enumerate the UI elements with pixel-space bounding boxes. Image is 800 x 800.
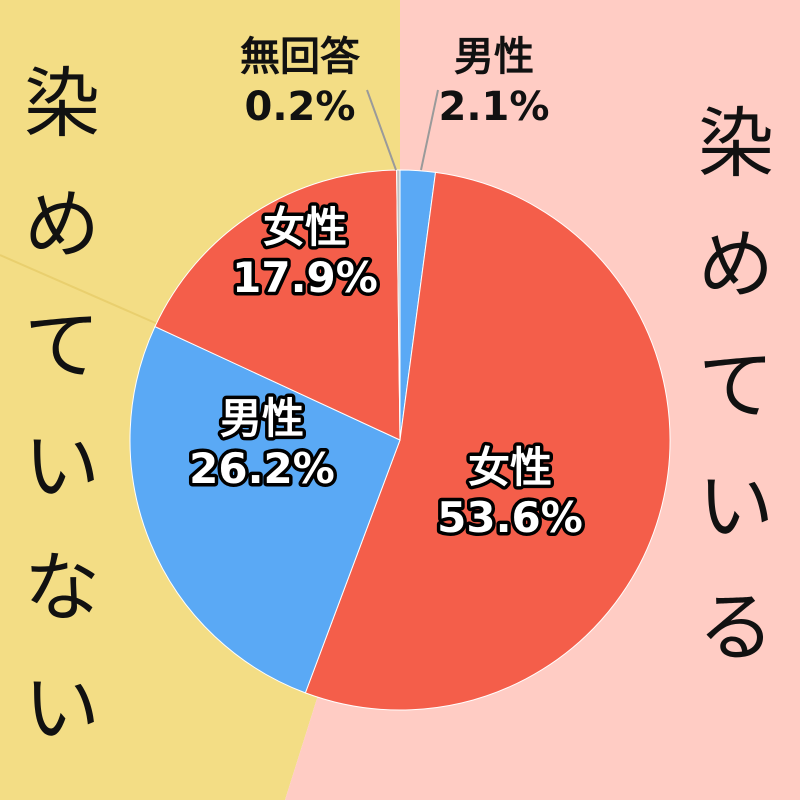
slice-percent: 2.1% bbox=[439, 84, 550, 130]
group-label-char: い bbox=[24, 664, 100, 753]
group-label-not-dyed-text: 染めていない bbox=[24, 59, 100, 753]
group-label-dyed-text: 染めている bbox=[698, 99, 774, 672]
pie-slices bbox=[129, 169, 671, 711]
group-label-not-dyed: 染めていない bbox=[24, 59, 100, 753]
slice-percent: 17.9% bbox=[232, 253, 378, 302]
slice-not-dyed-female bbox=[154, 169, 401, 441]
label-not-dyed-female: 女性 17.9% bbox=[232, 203, 378, 302]
group-label-char: 染 bbox=[24, 59, 100, 148]
group-label-char: 染 bbox=[698, 99, 774, 188]
slice-name: 男性 bbox=[454, 34, 534, 80]
slice-not-dyed-male bbox=[129, 325, 401, 694]
label-dyed-male: 男性 2.1% bbox=[439, 34, 550, 130]
label-not-dyed-male: 男性 26.2% bbox=[189, 394, 335, 493]
group-label-char: る bbox=[698, 583, 774, 672]
slice-name: 男性 bbox=[220, 394, 304, 443]
group-label-char: め bbox=[698, 220, 774, 309]
leader-line bbox=[420, 89, 439, 171]
slice-name: 女性 bbox=[468, 443, 552, 492]
slice-labels: 男性 2.1%女性 53.6%男性 26.2%女性 17.9%無回答 0.2% bbox=[186, 34, 587, 546]
background-divider-line bbox=[0, 254, 161, 326]
group-label-char: て bbox=[24, 301, 100, 390]
slice-percent: 26.2% bbox=[189, 444, 335, 493]
group-label-char: め bbox=[24, 180, 100, 269]
group-label-char: て bbox=[698, 341, 774, 430]
group-label-dyed: 染めている bbox=[698, 99, 774, 672]
label-dyed-female: 女性 53.6% bbox=[437, 443, 583, 542]
leader-line bbox=[366, 89, 397, 171]
slice-name: 女性 bbox=[263, 203, 347, 252]
slice-no-answer bbox=[396, 169, 401, 441]
slice-percent: 0.2% bbox=[245, 84, 356, 130]
group-label-char: な bbox=[24, 543, 100, 632]
label-no-answer: 無回答 0.2% bbox=[240, 34, 361, 130]
group-label-char: い bbox=[24, 422, 100, 511]
group-label-char: い bbox=[698, 462, 774, 551]
slice-percent: 53.6% bbox=[437, 493, 583, 542]
slice-dyed-female bbox=[304, 171, 671, 711]
slice-name: 無回答 bbox=[240, 34, 361, 80]
leader-lines bbox=[366, 89, 439, 171]
